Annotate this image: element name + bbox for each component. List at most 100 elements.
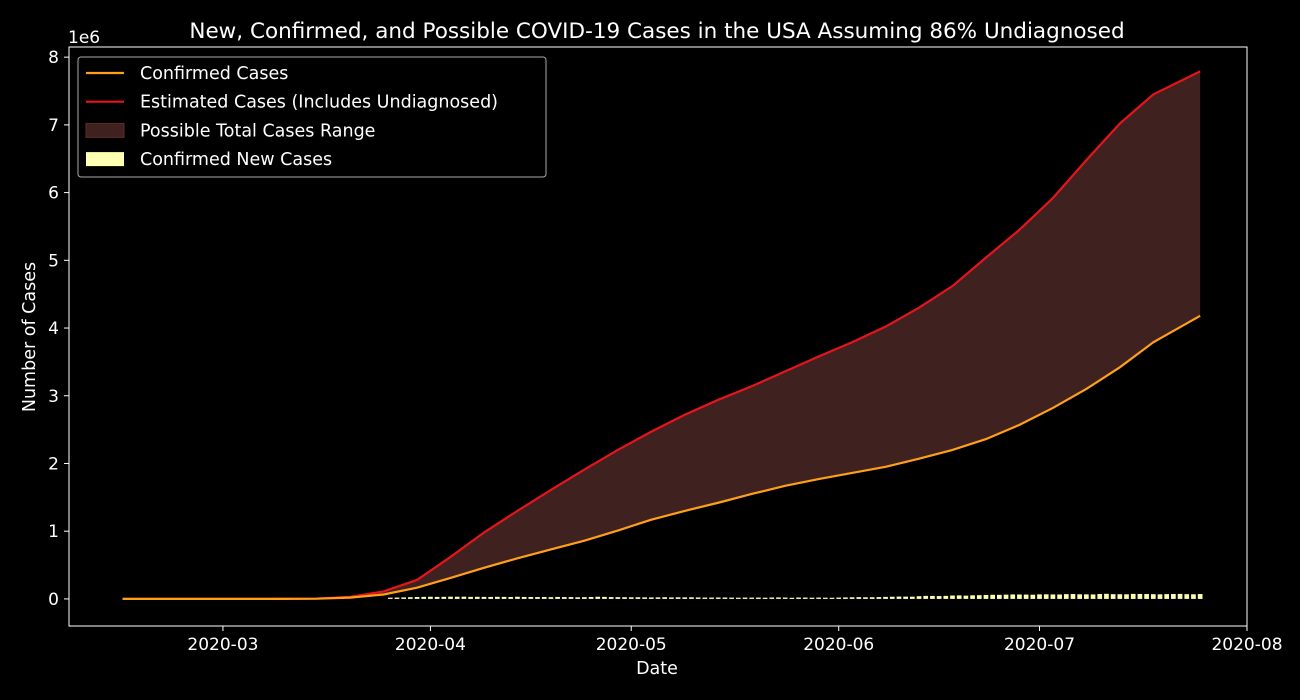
new-cases-bar xyxy=(541,597,547,599)
new-cases-bar xyxy=(1191,594,1196,599)
new-cases-bar xyxy=(588,597,594,599)
new-cases-bar xyxy=(428,596,433,599)
new-cases-bar xyxy=(749,597,755,599)
new-cases-bar xyxy=(742,597,748,599)
new-cases-bar xyxy=(956,595,962,599)
new-cases-bar xyxy=(789,597,795,599)
new-cases-bar xyxy=(1063,594,1069,599)
estimated-cases-line xyxy=(122,70,1201,601)
new-cases-bar xyxy=(635,597,641,599)
new-cases-bar xyxy=(555,596,560,599)
new-cases-bar xyxy=(963,595,969,599)
new-cases-bar xyxy=(809,597,815,599)
new-cases-bar xyxy=(448,596,453,599)
new-cases-bar xyxy=(1097,594,1103,599)
new-cases-bar xyxy=(561,597,567,599)
new-cases-bar xyxy=(1057,594,1062,599)
y-tick-label: 5 xyxy=(48,251,59,271)
axes-frame xyxy=(68,46,1248,627)
y-tick-label: 1 xyxy=(48,522,59,542)
new-cases-bar xyxy=(1043,594,1049,599)
new-cases-bar xyxy=(883,596,888,599)
new-cases-bar xyxy=(1124,594,1129,599)
new-cases-bar xyxy=(822,597,828,599)
new-cases-bar xyxy=(548,597,554,599)
new-cases-bar xyxy=(1037,594,1042,599)
new-cases-bar xyxy=(582,597,587,599)
new-cases-bar xyxy=(936,596,942,599)
new-cases-bar xyxy=(642,597,647,599)
new-cases-bar xyxy=(983,594,989,599)
new-cases-bar xyxy=(943,595,949,599)
new-cases-bar xyxy=(568,597,574,599)
new-cases-bar xyxy=(916,596,922,599)
legend-swatch-bar xyxy=(86,152,124,167)
new-cases-bar xyxy=(896,596,902,599)
axes: 0 1 2 3 4 5 6 7 8 2020-03 2020-04 2020-05 2020-06 202… xyxy=(48,46,1283,655)
new-cases-bar xyxy=(722,597,728,599)
new-cases-bar xyxy=(608,597,614,599)
new-cases-bar xyxy=(836,597,842,599)
new-cases-bar xyxy=(729,597,734,599)
new-cases-bar xyxy=(394,597,400,599)
new-cases-bar xyxy=(976,595,982,599)
y-tick-label: 4 xyxy=(48,319,59,339)
new-cases-bar xyxy=(528,597,534,599)
x-tick-label: 2020-04 xyxy=(395,635,466,655)
new-cases-bar xyxy=(508,597,514,599)
legend-swatch-fill xyxy=(85,122,125,138)
new-cases-bar xyxy=(441,596,447,599)
new-cases-bar xyxy=(1177,593,1183,599)
new-cases-bar xyxy=(709,597,714,599)
new-cases-bar xyxy=(802,597,808,599)
new-cases-bar xyxy=(1164,594,1170,599)
new-cases-bar xyxy=(454,596,460,599)
new-cases-bar xyxy=(421,596,427,599)
new-cases-bar xyxy=(1010,594,1016,599)
new-cases-bar xyxy=(1104,593,1109,599)
chart-title: New, Confirmed, and Possible COVID-19 Ca… xyxy=(189,19,1124,44)
plot-area xyxy=(122,70,1203,601)
new-cases-bar xyxy=(715,597,721,599)
new-cases-bar xyxy=(474,596,480,599)
new-cases-bar xyxy=(776,597,781,599)
new-cases-bar xyxy=(849,597,855,599)
new-cases-bar xyxy=(856,597,862,599)
new-cases-bar xyxy=(903,596,908,599)
new-cases-bar xyxy=(735,597,741,599)
new-cases-bar xyxy=(575,597,581,599)
new-cases-bar xyxy=(408,597,413,599)
new-cases-bar xyxy=(682,597,688,599)
y-tick-label: 7 xyxy=(48,116,59,136)
new-cases-bar xyxy=(997,594,1002,599)
new-cases-bar xyxy=(1150,594,1156,599)
new-cases-bar xyxy=(1157,594,1163,599)
new-cases-bar xyxy=(869,597,875,599)
x-axis-label: Date xyxy=(636,659,678,679)
legend-label: Possible Total Cases Range xyxy=(140,121,375,141)
new-cases-bar xyxy=(434,596,440,599)
new-cases-bar xyxy=(622,597,627,599)
new-cases-bar xyxy=(602,596,607,599)
new-cases-bar xyxy=(1130,593,1136,599)
x-tick-label: 2020-05 xyxy=(596,635,667,655)
legend-label: Confirmed Cases xyxy=(140,64,288,84)
new-cases-bar xyxy=(495,596,500,599)
new-cases-bar xyxy=(843,597,848,599)
new-cases-bar xyxy=(515,596,520,599)
new-cases-bar xyxy=(1197,594,1203,599)
new-cases-bar xyxy=(615,597,621,599)
new-cases-bar xyxy=(769,597,775,599)
new-cases-bar xyxy=(876,597,882,599)
x-tick-label: 2020-03 xyxy=(187,635,258,655)
new-cases-bar xyxy=(1070,594,1076,599)
new-cases-bar xyxy=(521,596,527,599)
new-cases-bar xyxy=(689,597,694,599)
new-cases-bar xyxy=(535,597,540,599)
new-cases-bar xyxy=(481,596,487,599)
y-tick-label: 0 xyxy=(48,590,59,610)
new-cases-bar xyxy=(990,594,996,599)
new-cases-bar xyxy=(595,596,601,599)
new-cases-bar xyxy=(970,595,975,599)
